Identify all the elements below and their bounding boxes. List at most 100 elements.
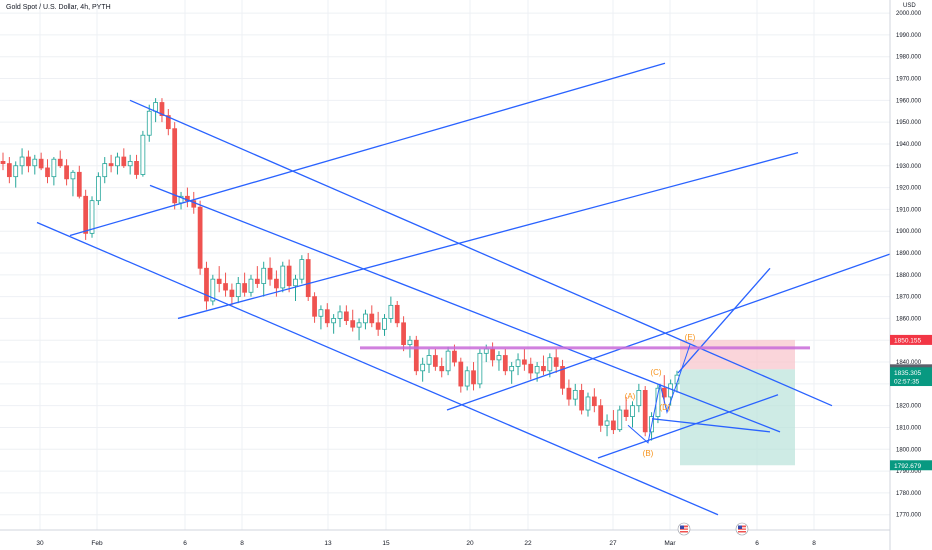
candle-up bbox=[585, 396, 591, 411]
price-tick-label: 1810.000 bbox=[896, 425, 922, 431]
candle-down bbox=[611, 420, 616, 431]
candle-down bbox=[172, 128, 178, 204]
candle-up bbox=[337, 311, 343, 319]
risk-reward-zones[interactable] bbox=[680, 339, 795, 466]
candle-down bbox=[439, 366, 445, 372]
candle-down bbox=[471, 370, 476, 385]
price-tick-label: 2000.000 bbox=[896, 11, 922, 17]
candle-up bbox=[280, 265, 286, 289]
candle-down bbox=[108, 163, 114, 167]
price-tick-label: 1790.000 bbox=[896, 469, 922, 475]
wave-label: (D) bbox=[659, 403, 670, 412]
time-tick-label: 8 bbox=[240, 540, 244, 547]
candle-up bbox=[153, 102, 158, 112]
candle-down bbox=[541, 366, 546, 372]
price-badge bbox=[890, 367, 932, 378]
time-tick-label: 20 bbox=[466, 540, 474, 547]
candle-up bbox=[445, 350, 451, 372]
candle-up bbox=[617, 409, 623, 431]
candle-up bbox=[515, 359, 521, 367]
candle-down bbox=[38, 158, 44, 169]
trend-line bbox=[446, 252, 894, 411]
candle-down bbox=[76, 171, 82, 197]
price-tick-label: 1910.000 bbox=[896, 207, 922, 213]
candle-down bbox=[579, 390, 584, 411]
candle-down bbox=[267, 267, 273, 280]
candle-down bbox=[375, 322, 381, 330]
time-tick-label: 30 bbox=[36, 540, 44, 547]
candle-down bbox=[26, 156, 31, 167]
candle-down bbox=[0, 160, 6, 164]
wave-label: (B) bbox=[643, 449, 654, 458]
price-tick-label: 1990.000 bbox=[896, 33, 922, 39]
economic-events[interactable] bbox=[677, 522, 749, 536]
candle-up bbox=[477, 352, 483, 385]
wave-label: (A) bbox=[625, 392, 636, 401]
price-tick-label: 1890.000 bbox=[896, 251, 922, 257]
candle-up bbox=[235, 283, 241, 298]
candle-down bbox=[553, 357, 559, 367]
candle-up bbox=[293, 278, 298, 287]
candle-up bbox=[96, 176, 101, 202]
price-axis[interactable]: 2000.000 1990.000 1980.000 1970.000 1960.000… bbox=[889, 0, 932, 550]
time-tick-label: 13 bbox=[324, 540, 332, 547]
price-tick-label: 1940.000 bbox=[896, 142, 922, 148]
wave-labels: (A) (B) (C) (D) (E) bbox=[625, 333, 696, 458]
currency-label: USD bbox=[903, 3, 916, 9]
wave-label: (C) bbox=[650, 368, 661, 377]
trend-line bbox=[597, 394, 779, 459]
price-badge-label: 02:57:35 bbox=[894, 379, 920, 386]
candle-down bbox=[229, 289, 235, 298]
price-tick-label: 1860.000 bbox=[896, 316, 922, 322]
time-tick-label: Feb bbox=[91, 540, 103, 547]
candle-down bbox=[566, 387, 572, 400]
candle-up bbox=[630, 405, 635, 417]
candle-up bbox=[572, 390, 578, 400]
candle-down bbox=[312, 296, 317, 317]
candle-up bbox=[534, 366, 540, 374]
candle-up bbox=[636, 390, 642, 407]
trend-lines[interactable] bbox=[36, 62, 894, 516]
candle-down bbox=[560, 366, 565, 389]
candle-down bbox=[528, 363, 534, 374]
candle-down bbox=[83, 195, 89, 234]
price-tick-label: 1820.000 bbox=[896, 404, 922, 410]
candle-down bbox=[394, 304, 400, 324]
candle-up bbox=[248, 278, 254, 293]
time-axis[interactable]: 30 Feb 6 8 13 15 20 22 27 Mar 6 8 bbox=[0, 529, 890, 547]
candle-down bbox=[433, 355, 438, 367]
candle-down bbox=[223, 283, 228, 291]
trend-line bbox=[149, 184, 781, 433]
time-tick-label: 6 bbox=[755, 540, 759, 547]
candle-up bbox=[32, 158, 38, 167]
price-axis-bg bbox=[890, 0, 932, 550]
candlestick-series bbox=[0, 98, 680, 441]
price-tick-label: 1870.000 bbox=[896, 295, 922, 301]
candle-down bbox=[6, 163, 12, 178]
time-tick-label: 8 bbox=[812, 540, 816, 547]
us-flag-event-icon bbox=[735, 522, 749, 536]
candle-up bbox=[483, 348, 489, 354]
candle-down bbox=[502, 355, 508, 372]
candle-up bbox=[127, 160, 133, 167]
candle-up bbox=[115, 156, 120, 167]
price-tick-label: 1900.000 bbox=[896, 229, 922, 235]
candle-down bbox=[623, 409, 629, 417]
candle-down bbox=[159, 102, 165, 116]
trend-line bbox=[677, 267, 771, 374]
candle-up bbox=[356, 322, 362, 328]
candle-up bbox=[363, 313, 368, 324]
candle-down bbox=[350, 320, 356, 328]
time-tick-label: 27 bbox=[609, 540, 617, 547]
time-tick-label: Mar bbox=[664, 540, 676, 547]
candle-down bbox=[57, 158, 63, 167]
candle-up bbox=[382, 318, 387, 330]
candle-down bbox=[591, 396, 597, 407]
candle-down bbox=[490, 348, 495, 361]
candle-down bbox=[401, 322, 406, 346]
candle-down bbox=[242, 283, 247, 293]
price-tick-label: 1770.000 bbox=[896, 513, 922, 519]
time-tick-label: 22 bbox=[524, 540, 532, 547]
candle-up bbox=[604, 420, 610, 426]
us-flag-event-icon bbox=[677, 522, 691, 536]
